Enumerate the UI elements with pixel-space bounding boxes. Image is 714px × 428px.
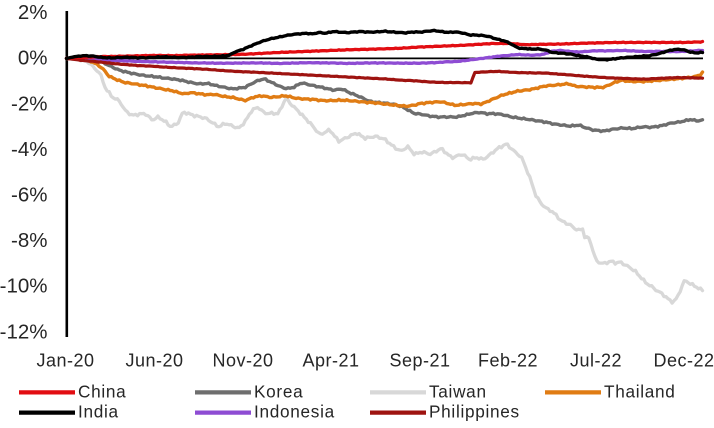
svg-text:0%: 0% (18, 47, 48, 70)
svg-text:-2%: -2% (11, 92, 47, 115)
svg-text:Philippines: Philippines (429, 402, 520, 422)
svg-text:Thailand: Thailand (604, 381, 676, 401)
svg-text:Feb-22: Feb-22 (478, 351, 538, 371)
svg-text:2%: 2% (18, 1, 48, 24)
svg-text:-4%: -4% (11, 138, 47, 161)
svg-text:Jan-20: Jan-20 (36, 351, 94, 371)
svg-text:Sep-21: Sep-21 (389, 351, 450, 371)
svg-text:Jun-20: Jun-20 (125, 351, 183, 371)
svg-text:Korea: Korea (254, 381, 303, 401)
svg-text:-10%: -10% (0, 275, 48, 298)
svg-text:Apr-21: Apr-21 (302, 351, 359, 371)
svg-text:Nov-20: Nov-20 (212, 351, 273, 371)
svg-text:China: China (78, 381, 126, 401)
svg-text:Taiwan: Taiwan (429, 381, 487, 401)
svg-text:Indonesia: Indonesia (254, 402, 335, 422)
svg-text:Jul-22: Jul-22 (570, 351, 622, 371)
svg-text:-8%: -8% (11, 229, 47, 252)
svg-text:-6%: -6% (11, 184, 47, 207)
svg-text:India: India (78, 402, 119, 422)
svg-text:-12%: -12% (0, 320, 48, 343)
svg-text:Dec-22: Dec-22 (653, 351, 714, 371)
